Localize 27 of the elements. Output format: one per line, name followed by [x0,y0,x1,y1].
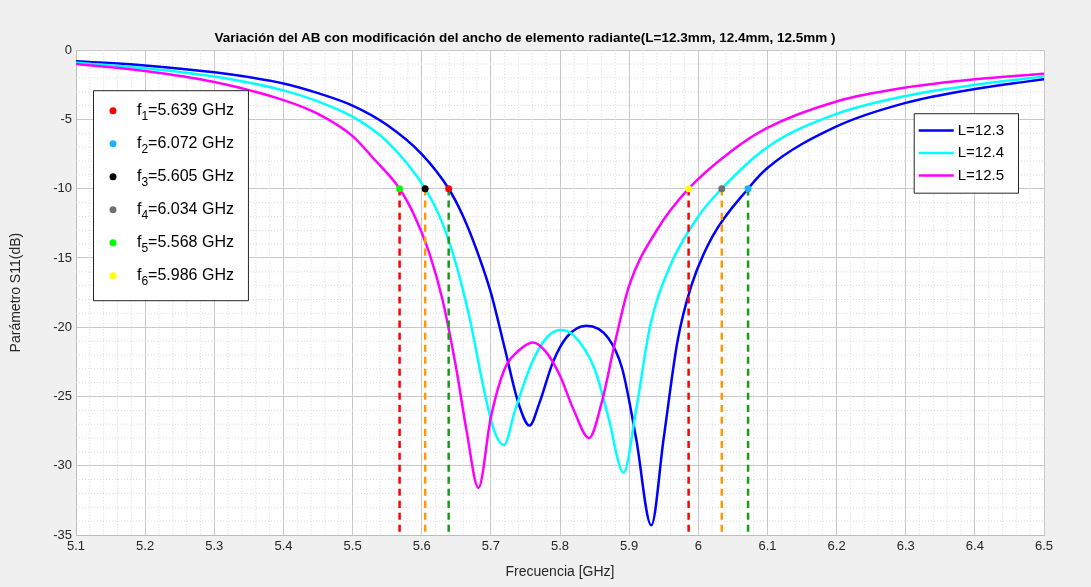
x-tick-label: 5.4 [274,538,293,554]
x-axis-title: Frecuencia [GHz] [505,563,615,580]
chart-title: Variación del AB con modificación del ancho de elemento radiante(L=12.3mm, 12.4mm, 12.5mm ) [214,29,836,45]
y-tick-label: -20 [53,318,72,334]
x-tick-label: 5.6 [412,538,431,554]
x-tick-label: 5.5 [343,538,362,554]
x-tick-label: 6.1 [758,538,777,554]
y-axis-title: Parámetro S11(dB) [7,232,24,353]
y-tick-label: -10 [53,180,72,196]
x-tick-label: 6.4 [965,538,984,554]
x-tick-label: 5.2 [136,538,155,554]
y-tick-label: -25 [53,388,72,404]
legend-label: L=12.4 [957,143,1004,161]
x-tick-label: 6.5 [1034,538,1054,554]
x-tick-label: 6.2 [827,538,846,554]
y-tick-label: 0 [64,41,72,57]
x-tick-label: 5.8 [550,538,570,554]
x-tick-label: 5.3 [205,538,224,554]
y-tick-label: -5 [60,111,72,127]
x-tick-label: 5.7 [481,538,500,554]
legend-label: L=12.5 [957,165,1004,183]
x-tick-label: 6.3 [896,538,915,554]
legend-label: L=12.3 [957,120,1004,138]
x-tick-label: 6 [694,538,702,554]
x-tick-label: 5.9 [620,538,639,554]
y-tick-label: -15 [53,249,72,265]
y-tick-label: -30 [53,457,72,473]
